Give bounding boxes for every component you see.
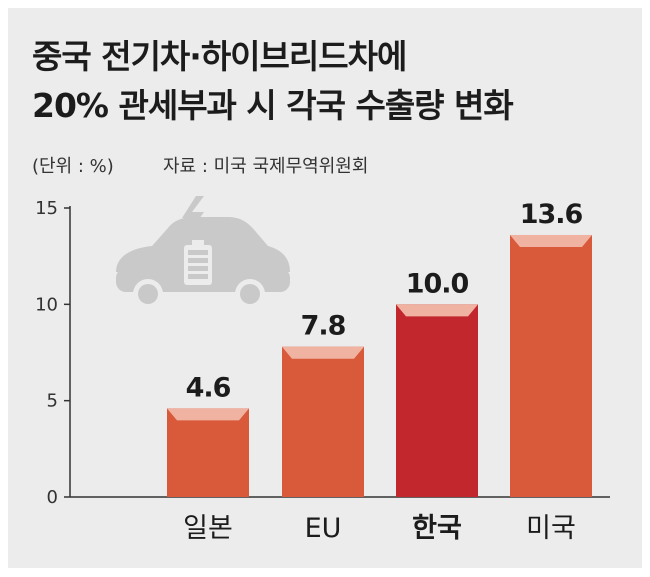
bar-cap [282, 346, 364, 359]
y-tick-label: 10 [35, 294, 58, 315]
bar-cap [396, 304, 478, 317]
y-tick-label: 0 [47, 487, 58, 508]
battery-cell [188, 266, 208, 271]
chart-title-line-1: 중국 전기차·하이브리드차에 [32, 37, 407, 76]
battery-cell [188, 274, 208, 279]
bar [282, 346, 364, 497]
unit-note: (단위 : %) [32, 156, 114, 177]
data-label: 10.0 [406, 268, 469, 299]
car-wheel-front [138, 284, 158, 304]
bar [396, 304, 478, 497]
data-label: 13.6 [520, 199, 583, 230]
source-note: 자료 : 미국 국제무역위원회 [163, 156, 369, 177]
chart-title-line-2: 20% 관세부과 시 각국 수출량 변화 [32, 86, 514, 125]
bar [167, 408, 249, 497]
y-tick-label: 15 [35, 198, 58, 219]
bar-cap [510, 234, 592, 247]
bar-cap [167, 408, 249, 421]
x-category-label: 일본 [183, 513, 233, 544]
bar [510, 234, 592, 497]
x-category-label: 미국 [526, 513, 576, 544]
x-category-label: 한국 [412, 513, 462, 544]
electric-car-icon [116, 196, 290, 309]
x-category-label: EU [305, 513, 342, 544]
battery-cell [188, 250, 208, 255]
data-label: 4.6 [186, 372, 231, 403]
battery-terminal [192, 240, 204, 246]
data-label: 7.8 [301, 311, 346, 342]
battery-cell [188, 258, 208, 263]
car-wheel-rear [240, 284, 260, 304]
lightning-bolt-icon [182, 196, 204, 238]
y-tick-label: 5 [47, 391, 58, 412]
